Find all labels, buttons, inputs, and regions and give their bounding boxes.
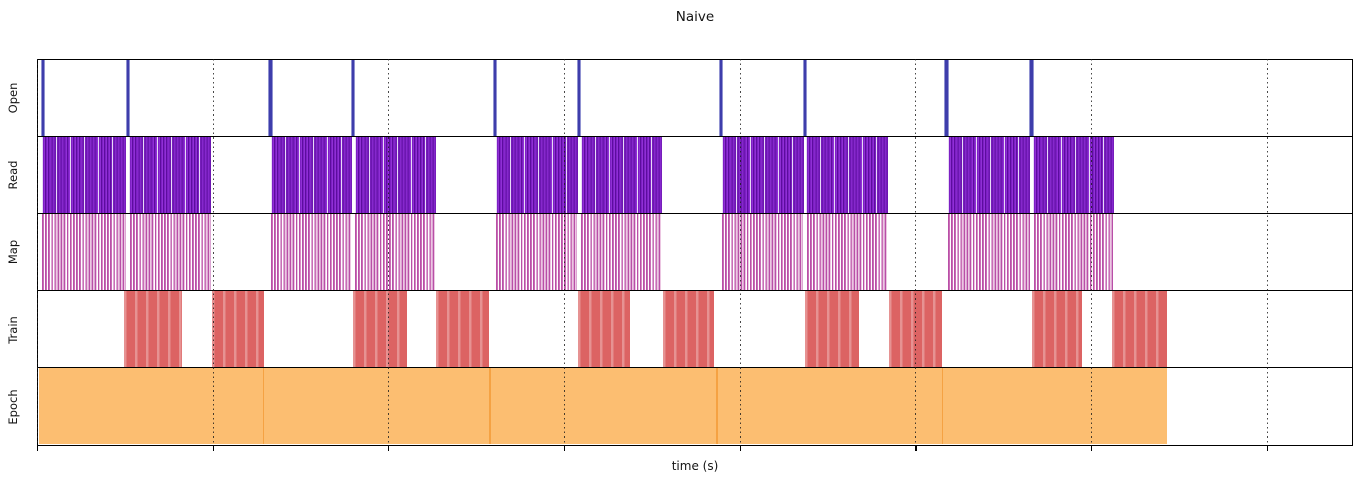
x-tick [388,446,390,451]
train-bar [804,291,859,367]
row-label-map: Map [6,239,20,265]
x-tick [739,446,741,451]
map-bar [1034,214,1113,290]
open-bar [577,60,582,136]
read-bar [270,137,353,213]
read-bar [947,137,1031,213]
epoch-bar [716,368,943,444]
epoch-bar [490,368,717,444]
open-bar [718,60,724,136]
row-label-epoch: Epoch [6,389,20,425]
x-tick [915,446,917,451]
open-bar [40,60,46,136]
read-bar [129,137,211,213]
map-bar [41,214,126,290]
map-bar [355,214,436,290]
map-bar [496,214,578,290]
x-tick [1091,446,1093,451]
train-bar [211,291,264,367]
train-bar [1112,291,1168,367]
open-bar [802,60,808,136]
x-tick [212,446,214,451]
map-bar [947,214,1030,290]
epoch-bar [39,368,264,444]
epoch-bar [263,368,491,444]
x-axis-label: time (s) [671,459,719,473]
row-read [38,137,1352,214]
map-bar [129,214,211,290]
epoch-separator [941,368,944,444]
read-bar [41,137,127,213]
read-bar [1033,137,1114,213]
x-tick [37,446,39,451]
read-bar [806,137,888,213]
open-bar [944,60,949,136]
chart-title: Naive [675,9,715,25]
epoch-separator [716,368,718,444]
train-bar [124,291,182,367]
x-tick [564,446,566,451]
map-bar [721,214,804,290]
read-bar [354,137,437,213]
train-bar [663,291,714,367]
row-open [38,60,1352,137]
x-tick [1266,446,1268,451]
train-bar [577,291,631,367]
open-bar [125,60,131,136]
map-bar [581,214,662,290]
read-bar [580,137,662,213]
train-bar [352,291,408,367]
open-bar [268,60,273,136]
train-bar [436,291,490,367]
row-label-open: Open [6,82,20,114]
map-bar [270,214,352,290]
row-label-read: Read [6,160,20,190]
open-bar [1029,60,1034,136]
row-label-train: Train [6,316,20,344]
train-bar [1031,291,1083,367]
read-bar [721,137,804,213]
open-bar [492,60,497,136]
epoch-bar [942,368,1168,444]
open-bar [350,60,356,136]
row-train [38,291,1352,368]
row-epoch [38,368,1352,444]
x-axis-ticks [37,446,1353,451]
row-map [38,214,1352,291]
epoch-separator [489,368,492,444]
plot-area [37,59,1353,446]
read-bar [496,137,579,213]
map-bar [806,214,887,290]
train-bar [888,291,942,367]
epoch-separator [262,368,265,444]
